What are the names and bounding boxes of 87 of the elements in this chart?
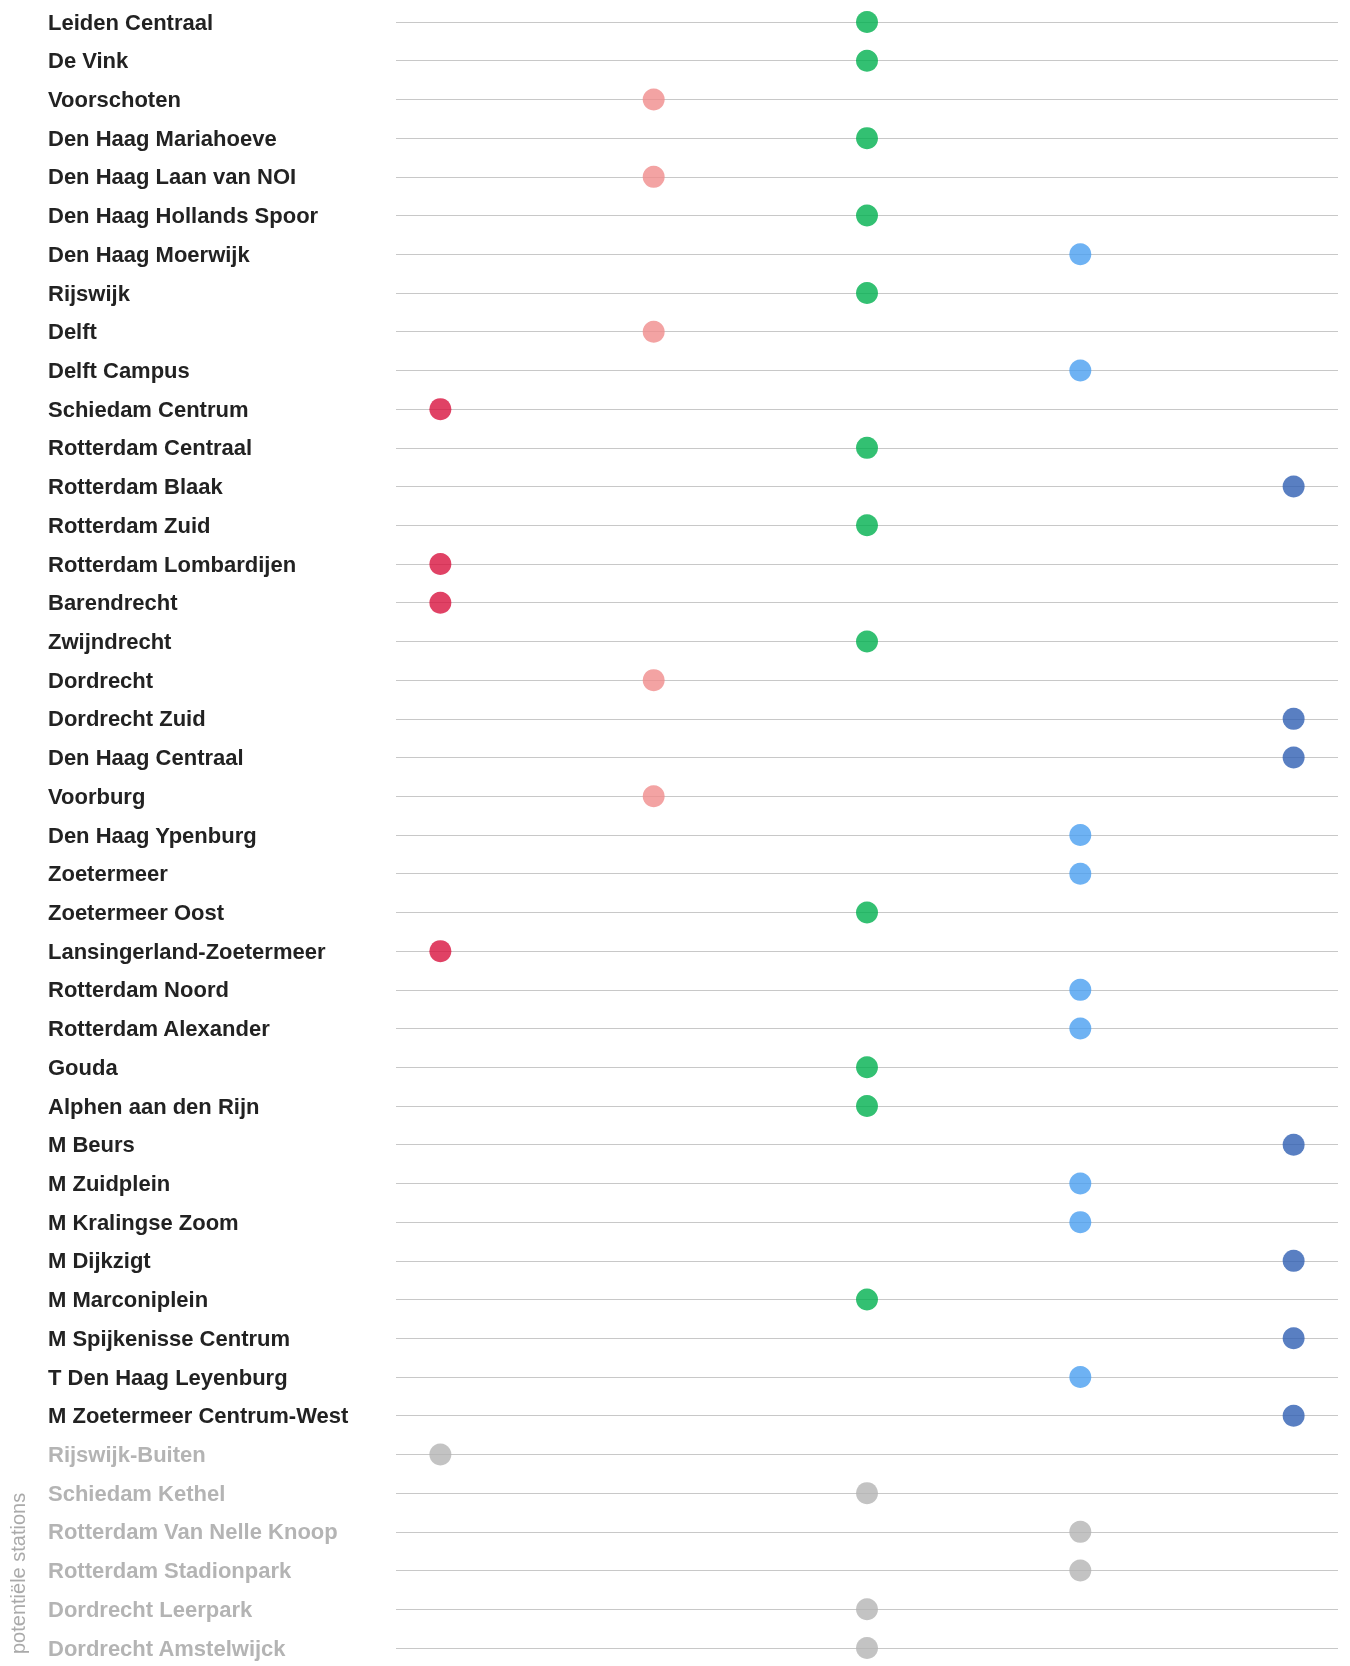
y-tick-label: Dordrecht Amstelwijck	[48, 1635, 287, 1661]
y-tick-label: M Beurs	[48, 1132, 135, 1158]
y-tick-label: Delft Campus	[48, 357, 190, 383]
y-tick-label: M Dijkzigt	[48, 1248, 152, 1274]
point	[856, 514, 878, 537]
y-tick-label: Alphen aan den Rijn	[48, 1093, 260, 1119]
point	[1069, 1211, 1092, 1234]
point	[856, 204, 878, 227]
point	[1282, 475, 1305, 498]
y-tick-label: Voorschoten	[48, 86, 181, 112]
y-tick-label: Rotterdam Lombardijen	[48, 551, 297, 577]
point	[856, 630, 878, 653]
y-tick-label: Zwijndrecht	[48, 628, 173, 654]
point	[1069, 1520, 1092, 1543]
point	[1069, 1366, 1092, 1388]
point	[856, 436, 878, 459]
point	[856, 127, 878, 150]
y-tick-label: Delft	[48, 319, 98, 345]
point	[856, 49, 878, 72]
point	[429, 940, 452, 963]
y-tick-label: Schiedam Kethel	[48, 1480, 226, 1506]
y-tick-label: T Den Haag Leyenburg	[48, 1364, 288, 1390]
y-tick-label: Dordrecht	[48, 667, 154, 693]
y-tick-label: Gouda	[48, 1054, 119, 1080]
y-tick-label: Lansingerland-Zoetermeer	[48, 938, 326, 964]
text: potentiële stations	[7, 1492, 29, 1654]
y-tick-label: Rotterdam Alexander	[48, 1016, 271, 1042]
point	[1282, 746, 1305, 769]
point	[642, 88, 665, 111]
y-tick-label: Rotterdam Van Nelle Knoop	[48, 1519, 338, 1545]
point	[642, 669, 665, 692]
point	[1282, 1404, 1305, 1427]
y-tick-label: M Spijkenisse Centrum	[48, 1325, 291, 1351]
y-tick-label: Den Haag Moerwijk	[48, 241, 251, 267]
point	[856, 1598, 878, 1621]
y-tick-label: Den Haag Laan van NOI	[48, 164, 297, 190]
point	[1069, 824, 1092, 846]
point	[856, 282, 878, 304]
point	[429, 591, 452, 614]
point	[856, 11, 878, 33]
y-tick-label: Den Haag Ypenburg	[48, 822, 257, 848]
point	[1069, 1559, 1092, 1582]
y-tick-label: Den Haag Mariahoeve	[48, 125, 277, 151]
point	[856, 901, 878, 924]
y-tick-label: Rijswijk	[48, 280, 131, 306]
point	[1069, 1172, 1092, 1195]
point	[856, 1637, 878, 1659]
y-tick-label: Rijswijk-Buiten	[48, 1441, 206, 1467]
point	[429, 398, 452, 421]
y-tick-label: M Zoetermeer Centrum-West	[48, 1403, 349, 1429]
y-tick-label: Rotterdam Noord	[48, 977, 229, 1003]
y-tick-label: M Marconiplein	[48, 1287, 209, 1313]
point	[1069, 862, 1092, 885]
point	[856, 1482, 878, 1505]
y-tick-label: M Zuidplein	[48, 1170, 171, 1196]
point	[642, 165, 665, 188]
y-tick-label: Voorburg	[48, 783, 146, 809]
point	[642, 785, 665, 808]
point	[856, 1095, 878, 1117]
y-tick-label: Rotterdam Zuid	[48, 512, 211, 538]
y-tick-label: Dordrecht Zuid	[48, 706, 206, 732]
y-tick-label: Leiden Centraal	[48, 9, 214, 35]
y-tick-label: Rotterdam Centraal	[48, 435, 253, 461]
y-tick-label: Dordrecht Leerpark	[48, 1596, 253, 1622]
point	[1282, 1327, 1305, 1350]
point	[856, 1056, 878, 1079]
y-tick-label: Zoetermeer Oost	[48, 899, 225, 925]
y-tick-label: Rotterdam Blaak	[48, 474, 224, 500]
y-tick-label: De Vink	[48, 48, 130, 74]
y-tick-label: Den Haag Hollands Spoor	[48, 203, 319, 229]
y-tick-label: Zoetermeer	[48, 861, 169, 887]
point	[1069, 243, 1092, 266]
point	[1282, 707, 1305, 730]
point	[429, 553, 452, 575]
y-tick-label: Den Haag Centraal	[48, 745, 244, 771]
point	[1069, 978, 1092, 1001]
point	[1069, 359, 1092, 382]
y-tick-label: M Kralingse Zoom	[48, 1209, 239, 1235]
point	[642, 320, 665, 343]
point	[1282, 1133, 1305, 1156]
point	[856, 1288, 878, 1311]
y-tick-label: Rotterdam Stadionpark	[48, 1558, 293, 1584]
y-tick-label: Barendrecht	[48, 590, 179, 616]
point	[1069, 1017, 1092, 1040]
y-tick-label: Schiedam Centrum	[48, 396, 249, 422]
point	[429, 1443, 452, 1466]
point	[1282, 1249, 1305, 1272]
